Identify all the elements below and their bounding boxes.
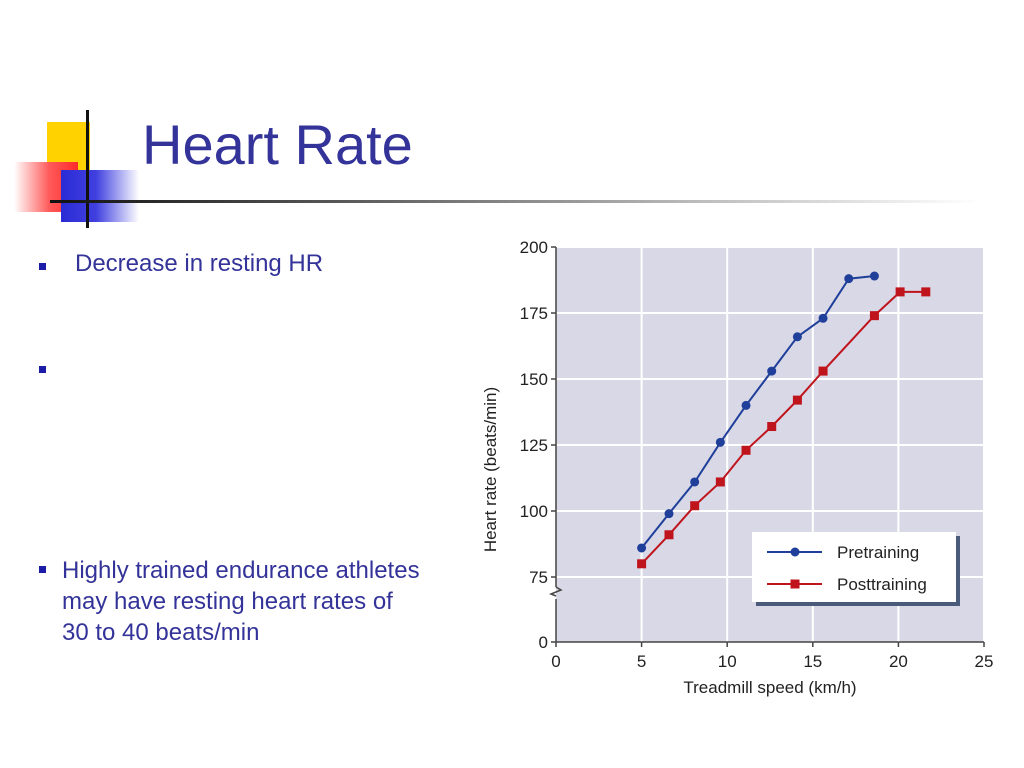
data-point-pretraining	[767, 366, 777, 376]
data-point-posttraining	[741, 445, 751, 455]
y-tick-label: 125	[520, 436, 548, 455]
bullet-text: Decrease in resting HR	[75, 250, 324, 277]
heart-rate-chart: 0 5 10 15 20 25 0 75 100 125 150 175 200 Treadmill s…	[481, 238, 994, 697]
decorative-blue-square	[61, 170, 139, 222]
axes	[548, 246, 985, 647]
data-point-pretraining	[869, 271, 879, 281]
y-tick-label: 200	[520, 238, 548, 257]
data-point-pretraining	[844, 274, 854, 284]
bullet-marker	[39, 366, 46, 373]
y-axis-label: Heart rate (beats/min)	[481, 387, 500, 552]
data-point-posttraining	[664, 530, 674, 540]
x-axis-label: Treadmill speed (km/h)	[683, 678, 856, 697]
bullet-marker	[39, 566, 46, 573]
x-tick-label: 0	[551, 652, 560, 671]
data-point-posttraining	[690, 501, 700, 511]
series-line-pretraining	[640, 275, 875, 549]
x-tick-label: 20	[889, 652, 908, 671]
legend-marker-posttraining	[790, 579, 800, 589]
data-point-pretraining	[637, 543, 647, 553]
data-point-pretraining	[818, 313, 828, 323]
data-point-posttraining	[869, 311, 879, 321]
data-point-posttraining	[895, 287, 905, 297]
data-point-posttraining	[921, 287, 931, 297]
bullet-marker	[39, 263, 46, 270]
data-point-posttraining	[818, 366, 828, 376]
x-tick-label: 10	[718, 652, 737, 671]
legend-label: Posttraining	[837, 575, 927, 594]
data-point-posttraining	[792, 395, 802, 405]
title-underline	[50, 200, 980, 203]
x-tick-label: 25	[975, 652, 994, 671]
x-tick-label: 15	[803, 652, 822, 671]
slide-title: Heart Rate	[142, 113, 413, 176]
legend: Pretraining Posttraining	[752, 532, 960, 606]
y-tick-label: 100	[520, 502, 548, 521]
data-point-pretraining	[792, 332, 802, 342]
data-point-posttraining	[637, 559, 647, 569]
y-tick-label: 0	[539, 633, 548, 652]
data-point-posttraining	[715, 477, 725, 487]
y-tick-label: 150	[520, 370, 548, 389]
data-point-pretraining	[715, 437, 725, 447]
data-point-pretraining	[690, 477, 700, 487]
data-point-pretraining	[664, 509, 674, 519]
y-tick-label: 75	[529, 568, 548, 587]
legend-marker-pretraining	[790, 547, 800, 557]
data-point-pretraining	[741, 400, 751, 410]
series	[637, 271, 931, 569]
decorative-vertical-line	[86, 110, 89, 228]
tick-labels: 0 5 10 15 20 25 0 75 100 125 150 175 200	[520, 238, 994, 671]
y-tick-label: 175	[520, 304, 548, 323]
axis-break-mark	[548, 586, 563, 597]
legend-box	[752, 532, 956, 602]
x-tick-label: 5	[637, 652, 646, 671]
data-point-posttraining	[767, 422, 777, 432]
bullet-text: Highly trained endurance athletes may ha…	[62, 557, 420, 646]
legend-label: Pretraining	[837, 543, 919, 562]
